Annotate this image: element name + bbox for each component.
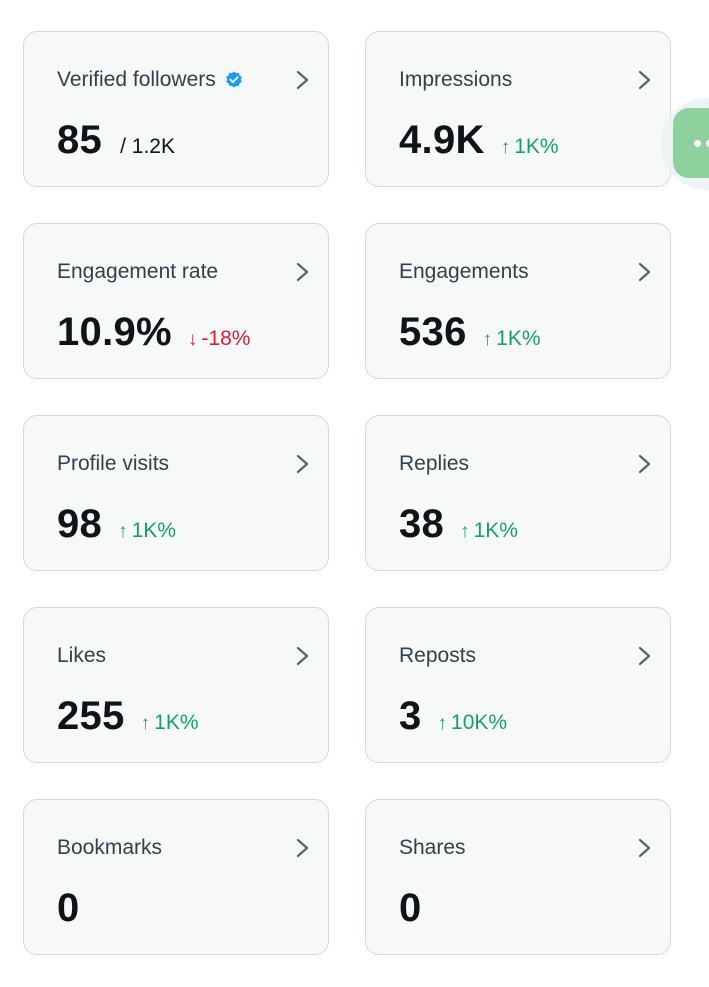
card-total: / 1.2K <box>120 135 175 158</box>
card-value-row: 255 ↑ 1K% <box>57 694 199 739</box>
card-value: 536 <box>399 310 467 354</box>
change-value: 1K% <box>473 519 518 542</box>
card-title: Engagement rate <box>57 260 218 284</box>
change-value: 1K% <box>496 327 541 350</box>
card-verified-followers[interactable]: Verified followers 85 / 1.2K <box>23 31 329 187</box>
card-value: 10.9% <box>57 310 172 354</box>
card-value: 0 <box>57 886 80 930</box>
card-value-row: 38 ↑ 1K% <box>399 502 518 547</box>
card-title-text: Shares <box>399 836 466 859</box>
verified-badge-icon <box>225 71 242 88</box>
card-title: Profile visits <box>57 452 169 476</box>
chevron-right-icon <box>296 646 309 666</box>
card-value-row: 0 <box>57 886 80 931</box>
chevron-right-icon <box>638 646 651 666</box>
chevron-right-icon <box>638 70 651 90</box>
chevron-right-icon <box>638 262 651 282</box>
card-title-text: Verified followers <box>57 68 216 91</box>
card-change: ↑ 1K% <box>141 711 199 735</box>
card-change: ↓ -18% <box>188 327 251 351</box>
card-value: 98 <box>57 502 103 546</box>
card-title: Replies <box>399 452 469 476</box>
change-value: 10K% <box>451 711 508 734</box>
more-dot <box>706 140 709 147</box>
card-title: Reposts <box>399 644 476 668</box>
card-bookmarks[interactable]: Bookmarks 0 <box>23 799 329 955</box>
arrow-up-icon: ↑ <box>437 713 448 734</box>
card-title: Verified followers <box>57 68 244 92</box>
card-value-row: 98 ↑ 1K% <box>57 502 176 547</box>
card-value: 255 <box>57 694 125 738</box>
arrow-down-icon: ↓ <box>187 329 198 350</box>
card-title: Impressions <box>399 68 512 92</box>
card-change: ↑ 1K% <box>118 519 176 543</box>
change-value: 1K% <box>131 519 176 542</box>
card-engagements[interactable]: Engagements 536 ↑ 1K% <box>365 223 671 379</box>
more-icon <box>673 108 709 178</box>
card-title: Bookmarks <box>57 836 162 860</box>
change-value: 1K% <box>514 135 559 158</box>
card-engagement-rate[interactable]: Engagement rate 10.9% ↓ -18% <box>23 223 329 379</box>
card-value: 3 <box>399 694 422 738</box>
card-value: 0 <box>399 886 422 930</box>
card-title: Engagements <box>399 260 529 284</box>
card-value: 85 <box>57 118 103 162</box>
chevron-right-icon <box>296 70 309 90</box>
change-value: 1K% <box>154 711 199 734</box>
more-dot <box>694 140 701 147</box>
card-title: Shares <box>399 836 466 860</box>
card-likes[interactable]: Likes 255 ↑ 1K% <box>23 607 329 763</box>
card-profile-visits[interactable]: Profile visits 98 ↑ 1K% <box>23 415 329 571</box>
card-value: 38 <box>399 502 445 546</box>
chevron-right-icon <box>638 454 651 474</box>
chevron-right-icon <box>296 262 309 282</box>
card-title-text: Bookmarks <box>57 836 163 859</box>
arrow-up-icon: ↑ <box>460 521 470 542</box>
card-shares[interactable]: Shares 0 <box>365 799 671 955</box>
card-value-row: 0 <box>399 886 422 931</box>
arrow-up-icon: ↑ <box>118 521 128 542</box>
card-change: ↑ 1K% <box>483 327 541 351</box>
card-change: ↑ 1K% <box>460 519 518 543</box>
card-value-row: 85 / 1.2K <box>57 118 175 163</box>
arrow-up-icon: ↑ <box>500 137 511 158</box>
card-title-text: Impressions <box>399 68 513 91</box>
card-impressions[interactable]: Impressions 4.9K ↑ 1K% <box>365 31 671 187</box>
card-title-text: Likes <box>57 644 107 667</box>
card-value-row: 3 ↑ 10K% <box>399 694 507 739</box>
card-value-row: 536 ↑ 1K% <box>399 310 541 355</box>
card-replies[interactable]: Replies 38 ↑ 1K% <box>365 415 671 571</box>
arrow-up-icon: ↑ <box>140 713 151 734</box>
card-value: 4.9K <box>399 118 485 162</box>
card-change: ↑ 1K% <box>501 135 559 159</box>
card-title: Likes <box>57 644 106 668</box>
arrow-up-icon: ↑ <box>482 329 493 350</box>
card-title-text: Reposts <box>399 644 477 667</box>
card-change: ↑ 10K% <box>438 711 508 735</box>
chevron-right-icon <box>638 838 651 858</box>
change-value: -18% <box>201 327 251 350</box>
card-value-row: 10.9% ↓ -18% <box>57 310 250 355</box>
card-title-text: Engagements <box>399 260 529 283</box>
card-reposts[interactable]: Reposts 3 ↑ 10K% <box>365 607 671 763</box>
card-title-text: Profile visits <box>57 452 170 475</box>
card-title-text: Replies <box>399 452 470 475</box>
chevron-right-icon <box>296 454 309 474</box>
card-title-text: Engagement rate <box>57 260 219 283</box>
chevron-right-icon <box>296 838 309 858</box>
card-value-row: 4.9K ↑ 1K% <box>399 118 559 163</box>
